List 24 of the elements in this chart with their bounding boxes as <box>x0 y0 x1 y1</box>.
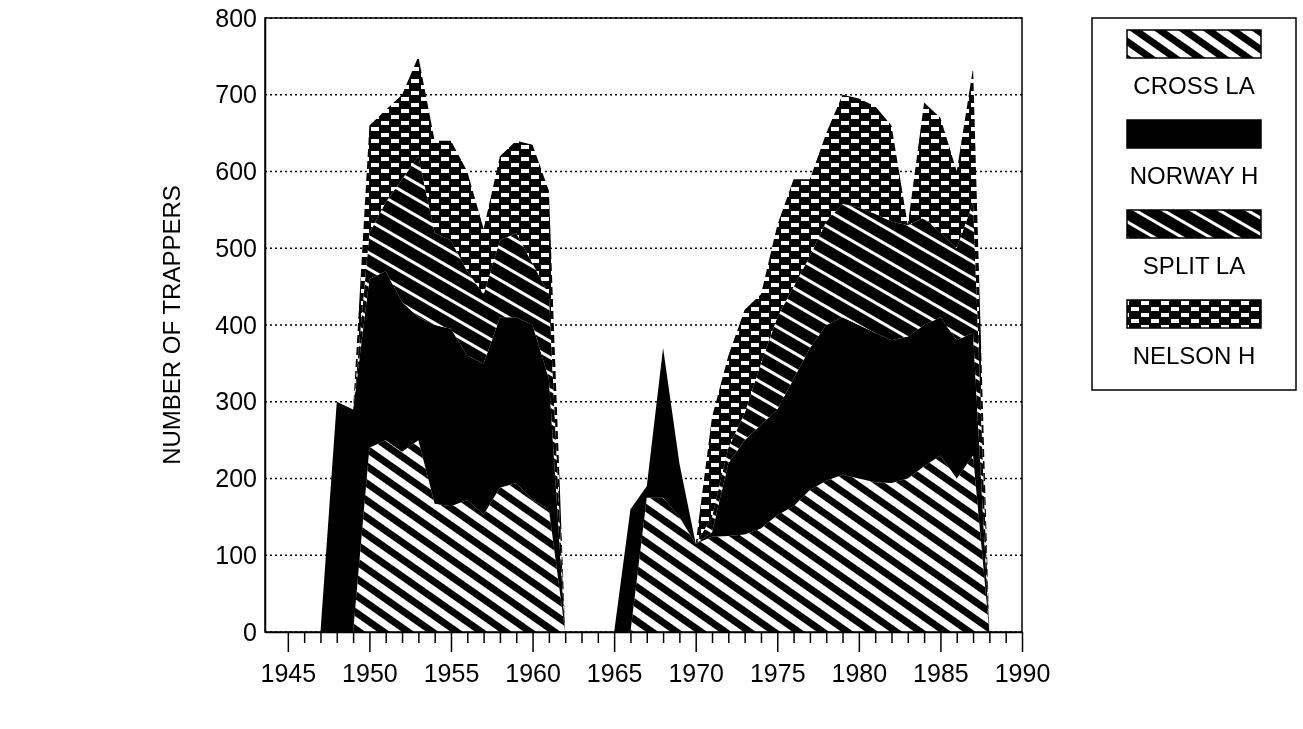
x-tick-label: 1945 <box>260 658 317 687</box>
y-tick-label: 500 <box>215 233 257 262</box>
x-tick-label: 1955 <box>423 658 480 687</box>
y-tick-label: 600 <box>215 157 257 185</box>
y-tick-label: 400 <box>215 310 257 339</box>
text: NELSON H <box>1132 342 1256 369</box>
y-tick-label: 300 <box>215 387 257 416</box>
y-tick-label: 0 <box>243 617 257 646</box>
x-tick-label: 1960 <box>505 658 561 687</box>
y-tick-label: 200 <box>215 464 257 492</box>
y-axis-title: NUMBER OF TRAPPERS <box>158 185 185 465</box>
text: NORWAY H <box>1129 162 1259 189</box>
text: CROSS LA <box>1133 72 1255 99</box>
y-tick-label: 100 <box>215 540 257 569</box>
x-tick-label: 1990 <box>994 658 1051 687</box>
x-tick-label: 1975 <box>749 658 806 687</box>
y-tick-label: 700 <box>215 80 257 109</box>
x-tick-label: 1970 <box>668 658 725 687</box>
x-tick-label: 1980 <box>831 658 888 687</box>
x-tick-label: 1985 <box>913 658 969 687</box>
text: SPLIT LA <box>1142 252 1246 279</box>
x-tick-label: 1965 <box>586 658 643 687</box>
x-tick-label: 1950 <box>342 658 398 687</box>
y-tick-label: 800 <box>215 3 257 32</box>
